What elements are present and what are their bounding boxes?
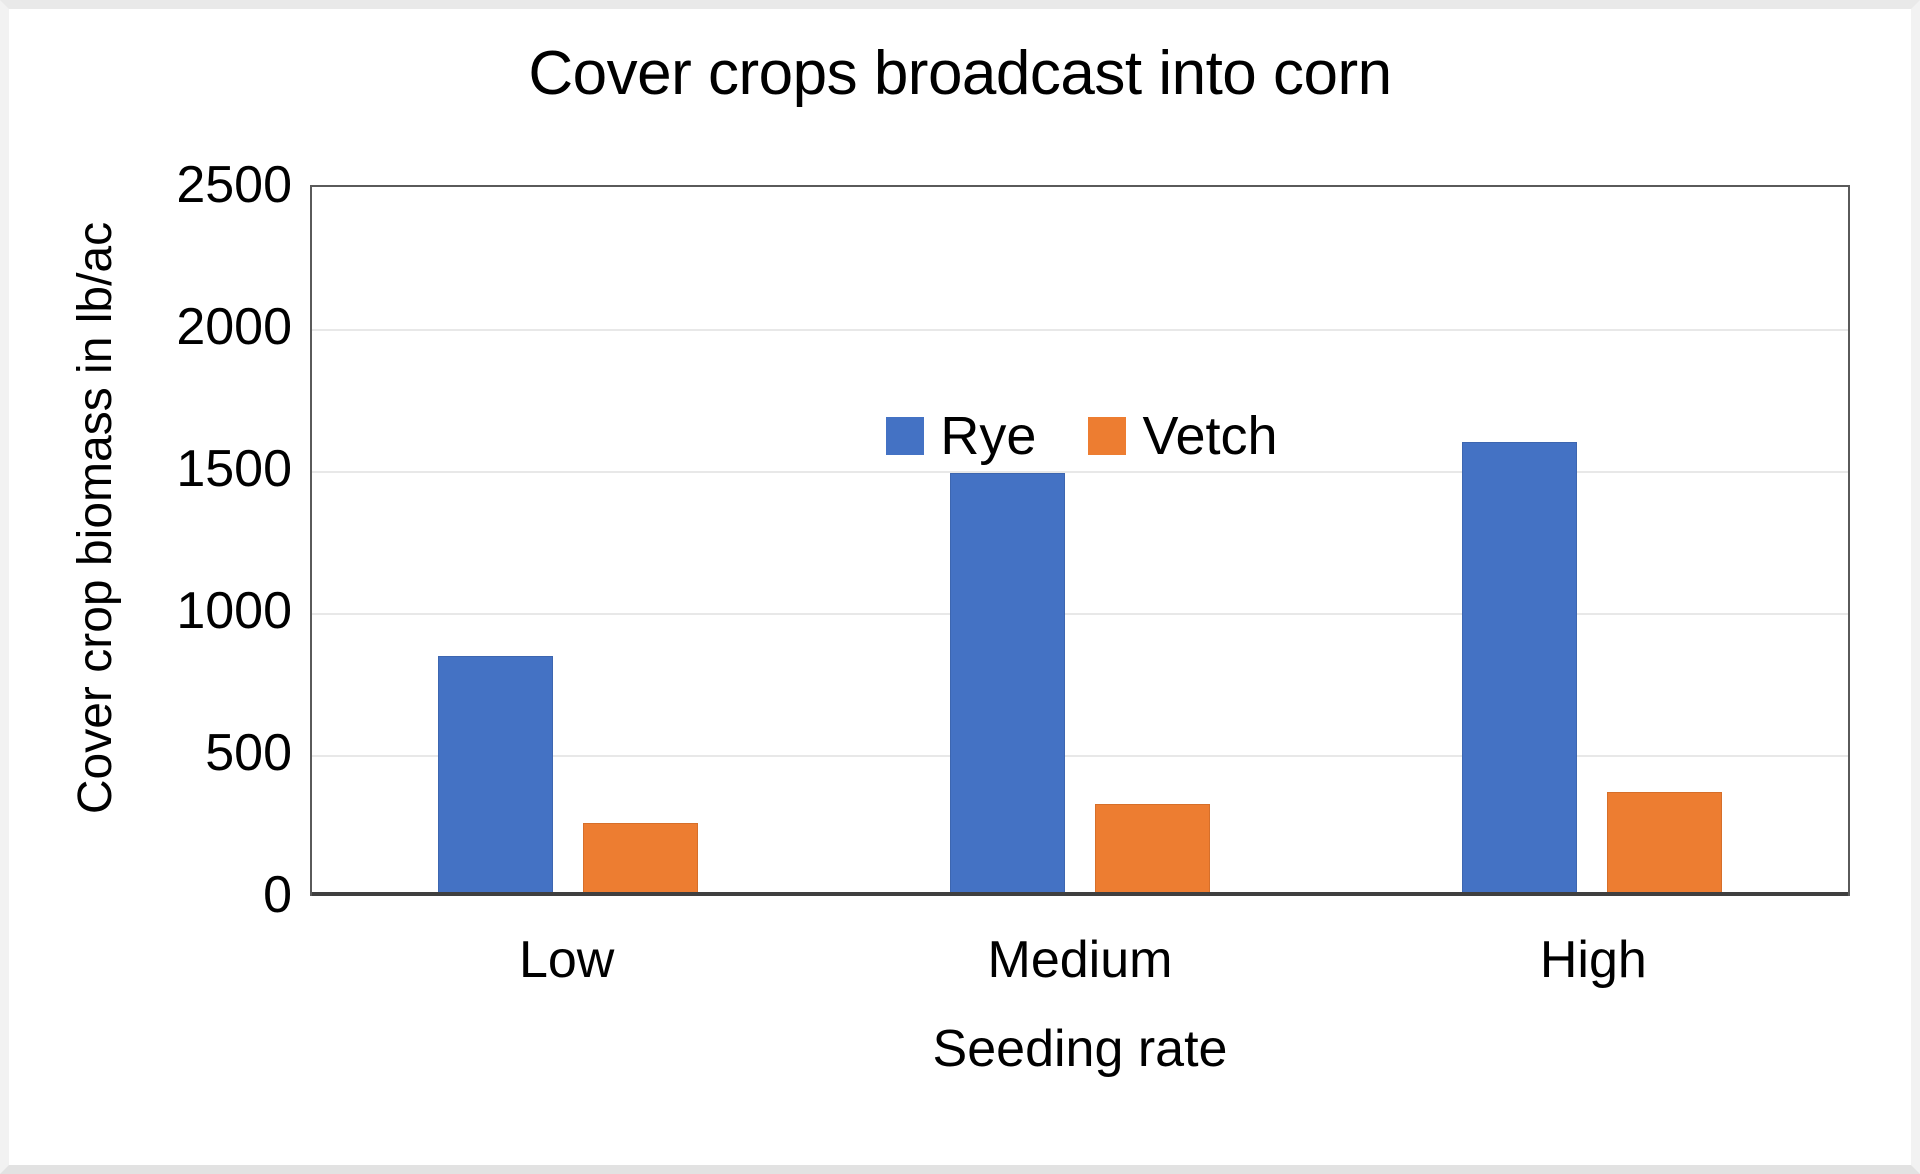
y-axis-tick-label: 0	[263, 866, 292, 924]
x-axis-tick-labels: Low Medium High	[310, 930, 1850, 990]
bar-rye-medium[interactable]	[950, 472, 1065, 894]
y-axis-tick-label: 2000	[176, 298, 292, 356]
bar-group-medium	[824, 187, 1336, 894]
gridline	[312, 329, 1848, 331]
x-axis-tick-label-high: High	[1539, 931, 1647, 989]
bars-layer	[312, 187, 1848, 894]
chart-title: Cover crops broadcast into corn	[528, 39, 1392, 108]
bar-vetch-low[interactable]	[583, 823, 698, 894]
y-axis-tick-label: 500	[205, 724, 292, 782]
bar-group-low	[312, 187, 824, 894]
gridline	[312, 471, 1848, 473]
bar-vetch-high[interactable]	[1607, 792, 1722, 894]
gridline	[312, 613, 1848, 615]
y-axis-tick-label: 2500	[176, 156, 292, 214]
x-axis-tick-label-low: Low	[518, 931, 615, 989]
gridline	[312, 755, 1848, 757]
bar-rye-high[interactable]	[1462, 441, 1577, 894]
x-axis-title: Seeding rate	[932, 1020, 1228, 1078]
y-axis-tick-label: 1500	[176, 440, 292, 498]
bar-rye-low[interactable]	[438, 656, 553, 894]
y-axis-tick-label: 1000	[176, 582, 292, 640]
plot-area: Rye Vetch	[310, 185, 1850, 896]
bar-group-high	[1336, 187, 1848, 894]
x-axis-tick-label-medium: Medium	[987, 931, 1173, 989]
x-axis-baseline	[312, 892, 1848, 896]
y-axis-tick-labels: 2500 2000 1500 1000 500 0	[120, 159, 310, 921]
bar-vetch-medium[interactable]	[1095, 803, 1210, 894]
